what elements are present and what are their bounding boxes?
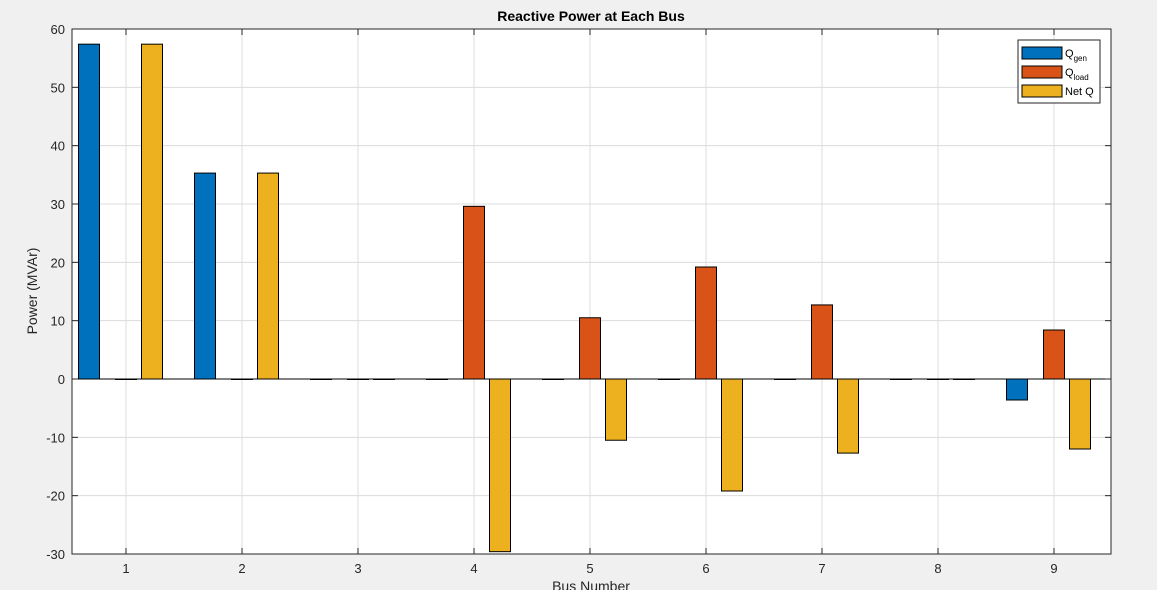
y-tick-label: 50	[51, 80, 65, 95]
x-tick-label: 8	[934, 561, 941, 576]
bar-net-bus-2	[257, 172, 279, 380]
bar-gen-bus-1	[78, 43, 100, 380]
legend-swatch	[1021, 46, 1063, 60]
x-tick-label: 1	[122, 561, 129, 576]
x-axis-label: Bus Number	[552, 578, 630, 590]
legend-label: Net Q	[1065, 86, 1094, 98]
bar-net-bus-1	[141, 43, 163, 380]
bar-load-bus-5	[579, 317, 601, 380]
bar-gen-bus-2	[194, 172, 216, 380]
bar-gen-bus-9	[1006, 378, 1028, 401]
legend-label-main: Q	[1065, 67, 1074, 79]
y-tick-label: 30	[51, 197, 65, 212]
bar-net-bus-5	[605, 378, 627, 441]
y-tick-label: 10	[51, 314, 65, 329]
legend-label: Qgen	[1065, 48, 1087, 63]
bar-load-bus-6	[695, 266, 717, 380]
legend-label-main: Net Q	[1065, 86, 1094, 98]
bar-net-bus-4	[489, 378, 511, 553]
y-tick-label: 40	[51, 139, 65, 154]
y-axis-label: Power (MVAr)	[24, 248, 40, 335]
x-tick-label: 2	[238, 561, 245, 576]
legend-label-main: Q	[1065, 48, 1074, 60]
y-tick-label: 20	[51, 255, 65, 270]
legend-swatch	[1021, 65, 1063, 79]
x-tick-label: 5	[586, 561, 593, 576]
x-tick-label: 3	[354, 561, 361, 576]
x-tick-label: 9	[1050, 561, 1057, 576]
x-tick-label: 6	[702, 561, 709, 576]
axes-frame	[71, 28, 1112, 555]
chart-title: Reactive Power at Each Bus	[497, 8, 685, 24]
x-tick-label: 4	[470, 561, 477, 576]
y-tick-label: -30	[46, 547, 65, 562]
y-tick-label: -20	[46, 489, 65, 504]
bar-net-bus-6	[721, 378, 743, 492]
legend-label-subscript: gen	[1074, 54, 1087, 63]
bars	[78, 43, 1091, 553]
bar-load-bus-4	[463, 205, 485, 380]
legend-swatch	[1021, 84, 1063, 98]
y-tick-label: 0	[58, 372, 65, 387]
x-tick-label: 7	[818, 561, 825, 576]
bar-net-bus-9	[1069, 378, 1091, 450]
legend-label-subscript: load	[1074, 73, 1089, 82]
legend-label: Qload	[1065, 67, 1089, 82]
bar-load-bus-7	[811, 304, 833, 380]
axis-ticks: -30 -20 -10 0 10 20 30 40 50 60 1 2 3 4 5 6 7 8 9	[46, 22, 1111, 576]
bar-load-bus-9	[1043, 329, 1065, 380]
y-tick-label: 60	[51, 22, 65, 37]
y-tick-label: -10	[46, 430, 65, 445]
bar-net-bus-7	[837, 378, 859, 454]
axes-background	[72, 29, 1111, 554]
